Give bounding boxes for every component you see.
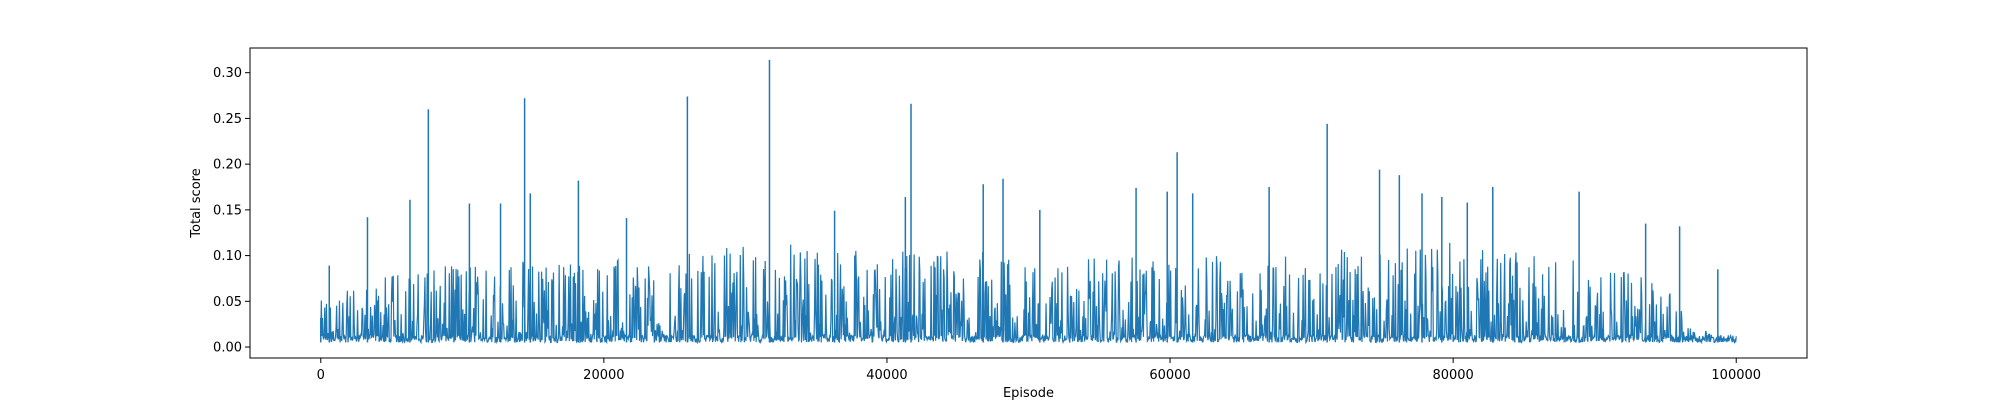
y-tick-label: 0.10 (213, 249, 242, 264)
y-tick-label: 0.20 (213, 158, 242, 173)
x-axis: 0 20000 40000 60000 80000 100000 (317, 358, 1761, 383)
series-total-score (320, 59, 1737, 345)
x-tick-label: 80000 (1432, 368, 1473, 383)
y-tick-label: 0.05 (213, 295, 242, 310)
x-tick-label: 60000 (1149, 368, 1190, 383)
x-tick-label: 40000 (866, 368, 907, 383)
y-axis-label: Total score (189, 168, 204, 238)
y-tick-label: 0.25 (213, 112, 242, 127)
series-line (320, 242, 1737, 345)
plot-frame (249, 47, 1808, 359)
y-tick-label: 0.00 (213, 341, 242, 356)
y-tick-label: 0.30 (213, 66, 242, 81)
x-tick-label: 0 (317, 368, 325, 383)
y-tick-label: 0.15 (213, 203, 242, 218)
y-axis: 0.00 0.05 0.10 0.15 0.20 0.25 0.30 (213, 66, 250, 356)
x-tick-label: 100000 (1711, 368, 1761, 383)
x-axis-label: Episode (1003, 386, 1054, 400)
x-tick-label: 20000 (583, 368, 624, 383)
